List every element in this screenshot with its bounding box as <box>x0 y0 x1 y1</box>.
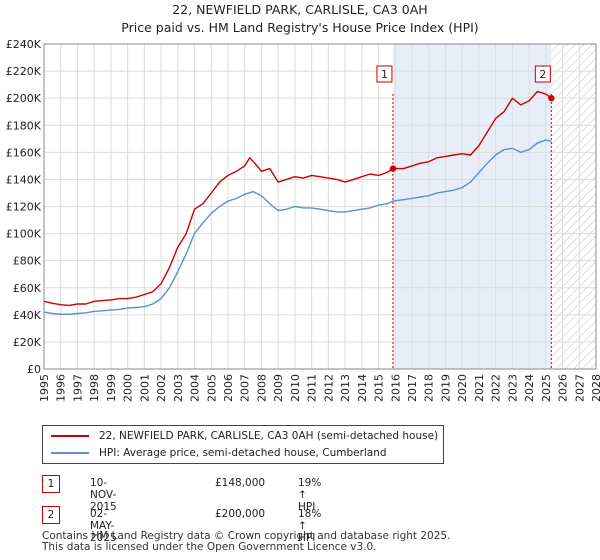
y-tick-label: £220K <box>6 65 42 78</box>
x-tick-label: 2028 <box>590 374 600 402</box>
legend-swatch-property <box>51 435 89 437</box>
price-chart: £0 £20K £40K £60K £80K £100K £120K £140K £160K £1… <box>6 38 600 402</box>
property-price-series-line <box>43 90 552 307</box>
x-tick-label: 2021 <box>473 374 486 402</box>
legend-item-hpi: HPI: Average price, semi-detached house,… <box>51 445 387 461</box>
x-tick-label: 2017 <box>406 374 419 402</box>
legend-label-property: 22, NEWFIELD PARK, CARLISLE, CA3 0AH (se… <box>99 430 439 442</box>
transaction-date: 02-MAY-2025 <box>90 508 117 544</box>
sale-marker-label: 2 <box>539 69 546 81</box>
x-tick-label: 1996 <box>55 374 68 402</box>
x-tick-label: 1999 <box>105 374 118 402</box>
x-tick-label: 2013 <box>339 374 352 402</box>
x-tick-label: 2009 <box>272 374 285 402</box>
x-tick-label: 2012 <box>322 374 335 402</box>
x-tick-label: 2023 <box>506 374 519 402</box>
x-tick-label: 2015 <box>373 374 386 402</box>
x-tick-label: 2014 <box>356 374 369 402</box>
x-tick-label: 1995 <box>38 374 51 402</box>
x-tick-label: 2006 <box>222 374 235 402</box>
sale-marker-label: 1 <box>381 69 388 81</box>
x-tick-label: 2025 <box>540 374 553 402</box>
y-tick-label: £200K <box>6 92 42 105</box>
sale-point <box>548 94 555 102</box>
sale-marker-box <box>376 65 393 83</box>
y-tick-label: £0 <box>27 363 41 376</box>
x-tick-label: 2004 <box>189 374 202 402</box>
y-tick-label: £140K <box>6 173 42 186</box>
y-tick-label: £180K <box>6 119 42 132</box>
x-tick-label: 2005 <box>205 374 218 402</box>
x-tick-label: 2026 <box>557 374 570 402</box>
y-tick-label: £40K <box>13 309 42 322</box>
x-tick-label: 2010 <box>289 374 302 402</box>
transaction-price: £148,000 <box>215 477 266 489</box>
y-tick-label: £160K <box>6 146 42 159</box>
hpi-series-line <box>43 139 552 315</box>
y-tick-label: £120K <box>6 201 42 214</box>
x-tick-label: 1997 <box>71 374 84 402</box>
legend-label-hpi: HPI: Average price, semi-detached house,… <box>99 447 387 459</box>
transaction-marker: 2 <box>42 506 60 524</box>
y-tick-label: £20K <box>13 336 42 349</box>
x-tick-label: 1998 <box>88 374 101 402</box>
sale-point <box>389 165 397 172</box>
y-tick-label: £100K <box>6 228 42 241</box>
y-tick-label: £240K <box>6 38 42 51</box>
sale-marker-box <box>534 65 551 83</box>
transaction-date: 10-NOV-2015 <box>90 477 117 513</box>
legend-item-property: 22, NEWFIELD PARK, CARLISLE, CA3 0AH (se… <box>51 428 438 444</box>
plot-frame <box>43 43 597 370</box>
y-tick-label: £60K <box>13 282 42 295</box>
x-tick-label: 2016 <box>389 374 402 402</box>
legend-swatch-hpi <box>51 452 89 454</box>
x-tick-label: 2022 <box>490 374 503 402</box>
footer: Contains HM Land Registry data © Crown c… <box>42 531 450 553</box>
x-tick-label: 2020 <box>456 374 469 402</box>
x-tick-label: 2002 <box>155 374 168 402</box>
footer-licence: This data is licensed under the Open Gov… <box>42 541 377 553</box>
x-tick-label: 2024 <box>523 374 536 402</box>
x-tick-label: 2003 <box>172 374 185 402</box>
chart-subtitle: Price paid vs. HM Land Registry's House … <box>121 20 479 35</box>
x-tick-label: 2019 <box>439 374 452 402</box>
legend: 22, NEWFIELD PARK, CARLISLE, CA3 0AH (se… <box>42 425 444 464</box>
transaction-price: £200,000 <box>215 508 266 520</box>
x-tick-label: 2011 <box>306 374 319 402</box>
transaction-hpi-change: 19% ↑ HPI <box>298 477 322 513</box>
x-tick-label: 2007 <box>239 374 252 402</box>
x-tick-label: 2008 <box>255 374 268 402</box>
x-tick-label: 2018 <box>423 374 436 402</box>
chart-title: 22, NEWFIELD PARK, CARLISLE, CA3 0AH <box>172 2 428 17</box>
x-tick-label: 2027 <box>573 374 586 402</box>
y-tick-label: £80K <box>13 255 42 268</box>
x-tick-label: 2000 <box>122 374 135 402</box>
x-tick-label: 2001 <box>138 374 151 402</box>
transaction-marker: 1 <box>42 475 60 493</box>
footer-copyright: Contains HM Land Registry data © Crown c… <box>42 530 451 542</box>
transaction-hpi-change: 18% ↑ HPI <box>298 508 322 544</box>
